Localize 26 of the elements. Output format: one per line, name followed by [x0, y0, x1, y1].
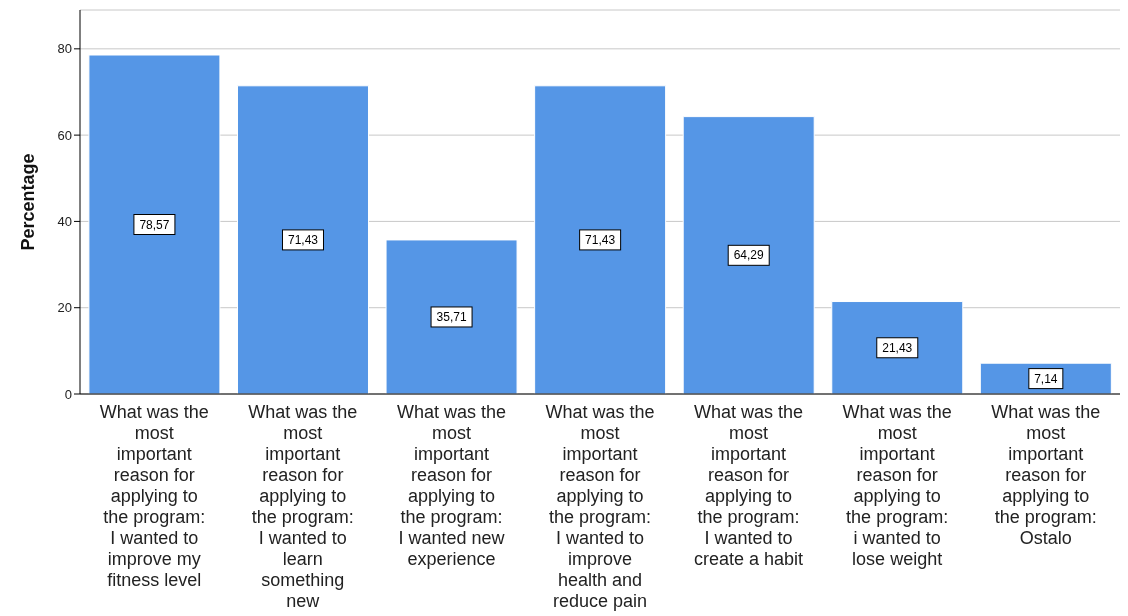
y-tick-label: 80 — [57, 41, 72, 57]
data-label: 7,14 — [1034, 371, 1058, 386]
category-label: What was the most important reason for applying to the program: I wanted to improve my fitness level — [99, 402, 209, 590]
x-tick-label: What was the most important reason for applying to the program: Ostalo — [991, 402, 1101, 548]
category-label: What was the most important reason for applying to the program: I wanted to learn something new — [248, 402, 358, 611]
y-axis-title: Percentage — [18, 153, 39, 251]
data-label: 71,43 — [287, 232, 319, 247]
bar — [88, 54, 221, 394]
y-tick-label: 20 — [57, 300, 72, 316]
data-label: 21,43 — [882, 340, 913, 355]
y-tick-label: 60 — [57, 127, 72, 143]
x-tick-label: What was the most important reason for applying to the program: I wanted to create a habit — [694, 402, 804, 569]
x-tick-label: What was the most important reason for applying to the program: I wanted new experience — [396, 402, 506, 569]
bar — [385, 239, 518, 394]
bar — [682, 116, 815, 394]
category-label: What was the most important reason for applying to the program: I wanted to improve health and reduce pain — [545, 402, 655, 611]
x-tick-label: What was the most important reason for applying to the program: i wanted to lose weight — [842, 402, 952, 569]
data-label: 64,29 — [733, 248, 765, 263]
bar — [831, 301, 964, 394]
y-tick-label: 0 — [64, 386, 72, 402]
y-tick-label: 40 — [57, 214, 72, 230]
bar — [534, 85, 667, 394]
data-label: 35,71 — [436, 309, 467, 324]
bar — [236, 85, 369, 394]
data-label: 78,57 — [139, 217, 170, 232]
data-label: 71,43 — [585, 232, 616, 247]
